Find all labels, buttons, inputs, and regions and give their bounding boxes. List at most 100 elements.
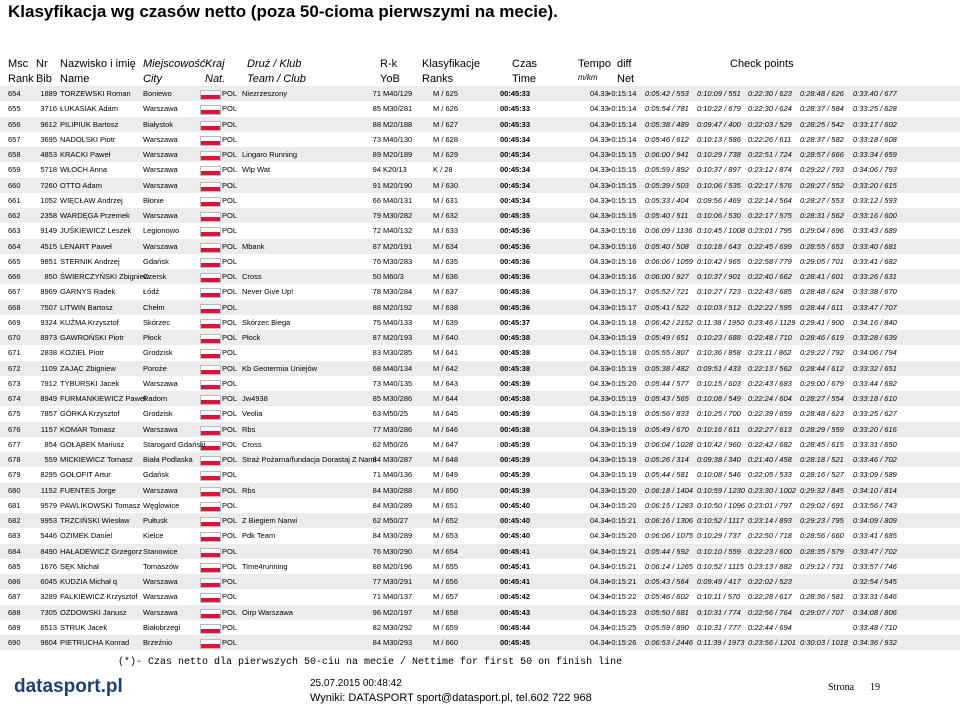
cell: 04.34 (590, 622, 609, 632)
cell: 0:06:14 / 1265 (645, 561, 693, 571)
cell: 0:22:40 / 662 (748, 272, 792, 281)
cell: M50/27 (383, 516, 409, 525)
flag (200, 486, 221, 497)
cell: LITWIN Bartosz (60, 302, 113, 312)
cell: 1676 (40, 561, 57, 571)
cell: 00:45:36 (500, 287, 531, 297)
cell: Rbs (242, 485, 256, 495)
cell: 0:33:41 / 685 (853, 531, 897, 541)
column-header: Klasyfikacje (422, 58, 481, 70)
cell: 0:29:05 / 701 (800, 256, 844, 266)
column-header: Nazwisko i imię (60, 58, 136, 70)
cell: 00:45:38 (500, 424, 531, 434)
cell: 77 (372, 424, 381, 434)
cell: Veolia (242, 409, 263, 419)
column-header: R-k (380, 58, 398, 70)
cell: M / 637 (433, 287, 459, 297)
cell: 00:45:34 (500, 150, 531, 159)
cell: M / 657 (433, 592, 459, 602)
table-row: 656 9612 PILIPIUK Bartosz Białystok POL 88 M20… (0, 116, 960, 132)
cell: M30/282 (383, 211, 413, 220)
cell: 00:45:40 (500, 531, 531, 541)
table-row: 666 850 ŚWIERCZYŃSKI Zbigniew Czersk POL Cros… (0, 269, 960, 284)
cell: 0:05:50 / 681 (645, 607, 689, 617)
cell: 0:05:49 / 651 (645, 333, 689, 342)
cell: Warszawa (143, 104, 178, 114)
cell: MICKIEWICZ Tomasz (60, 455, 133, 464)
cell: 00:45:38 (500, 333, 531, 342)
cell: 9953 (40, 516, 57, 525)
cell: 0:29:12 / 731 (800, 561, 844, 571)
cell: 00:45:45 (500, 638, 531, 647)
cell: M40/133 (383, 317, 413, 327)
table-row: 675 7857 GÓRKA Krzysztof Grodzisk POL Veolia 6… (0, 406, 960, 422)
column-header-en: YoB (380, 73, 400, 85)
cell: 0:10:06 / 530 (697, 211, 741, 220)
cell: 0:34:09 / 809 (853, 516, 897, 525)
column-header: diff (617, 58, 632, 70)
cell: 654 (8, 89, 21, 98)
cell: M / 643 (433, 378, 459, 388)
cell: 9579 (40, 500, 57, 510)
cell: 8969 (40, 287, 57, 297)
cell: +0:15:19 (607, 424, 637, 434)
cell: 656 (8, 119, 21, 129)
cell: +0:15:15 (607, 211, 637, 220)
cell: M20/189 (383, 150, 413, 159)
cell: 00:45:41 (500, 577, 531, 586)
cell: 00:45:34 (500, 195, 531, 205)
cell: 0:33:40 / 681 (853, 241, 897, 251)
table-row: 658 4853 KRACKI Paweł Warszawa POL Lingaro Ru… (0, 147, 960, 162)
cell: 9612 (40, 119, 57, 129)
flag (200, 166, 221, 177)
cell: 0:33:34 / 659 (853, 150, 897, 159)
cell: 84 (372, 531, 381, 541)
cell: 04.34 (590, 577, 609, 586)
cell: M40/131 (383, 195, 413, 205)
cell: Time4running (242, 561, 288, 571)
cell: 0:28:41 / 601 (800, 272, 844, 281)
cell: 0:23:46 / 1129 (748, 317, 796, 327)
cell: Boniewo (143, 89, 172, 98)
cell: +0:15:25 (607, 622, 637, 632)
cell: Pułtusk (143, 516, 168, 525)
cell: 0:10:31 / 774 (697, 607, 741, 617)
cell: +0:15:14 (607, 89, 637, 98)
cell: M30/287 (383, 455, 413, 464)
cell: 0:33:32 / 651 (853, 363, 897, 373)
cell: 0:10:36 / 858 (697, 348, 741, 358)
cell: 0:06:15 / 1283 (645, 500, 693, 510)
cell: +0:15:20 (607, 378, 637, 388)
cell: POL (222, 577, 238, 586)
cell: 0:28:27 / 553 (800, 195, 844, 205)
cell: 682 (8, 516, 21, 525)
cell: 0:28:31 / 562 (800, 211, 844, 220)
cell: 00:45:35 (500, 211, 531, 220)
cell: M / 647 (433, 439, 459, 449)
cell: 77 (372, 577, 381, 586)
cell: 0:10:25 / 700 (697, 409, 741, 419)
cell: 04.34 (590, 546, 609, 556)
cell: 854 (44, 439, 57, 449)
cell: KOMAR Tomasz (60, 424, 116, 434)
cell: TYBURSKI Jacek (60, 378, 120, 388)
cell: 0:23:01 / 797 (748, 500, 792, 510)
flag (200, 410, 221, 421)
flag (200, 135, 221, 146)
flag (200, 517, 221, 527)
cell: 00:45:37 (500, 317, 531, 327)
cell: Płock (143, 333, 162, 342)
cell: 04.33 (590, 272, 609, 281)
cell: 0:23:01 / 795 (748, 226, 792, 236)
cell: 04.34 (590, 500, 609, 510)
cell: Warszawa (143, 134, 178, 144)
cell: 0:05:33 / 404 (645, 195, 689, 205)
cell: 0:28:29 / 559 (800, 424, 844, 434)
cell: Gdańsk (143, 470, 169, 480)
cell: M / 648 (433, 455, 459, 464)
cell: M30/285 (383, 348, 413, 358)
cell: 657 (8, 134, 21, 144)
cell: 1157 (40, 424, 57, 434)
cell: 1109 (40, 363, 57, 373)
cell: 04.33 (590, 211, 609, 220)
